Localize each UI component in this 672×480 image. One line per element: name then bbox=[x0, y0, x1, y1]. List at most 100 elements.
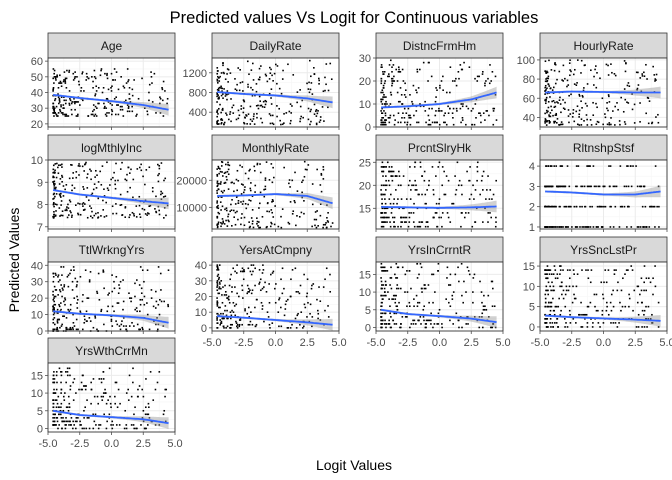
scatter-point bbox=[222, 62, 224, 64]
scatter-point bbox=[427, 61, 430, 64]
scatter-point bbox=[318, 83, 320, 85]
scatter-point bbox=[288, 182, 290, 185]
scatter-point bbox=[59, 178, 62, 180]
scatter-point bbox=[70, 424, 72, 426]
y-tick-label: 30 bbox=[31, 277, 43, 289]
scatter-point bbox=[269, 122, 272, 125]
scatter-point bbox=[547, 326, 549, 328]
scatter-point bbox=[544, 99, 547, 101]
scatter-point bbox=[568, 285, 571, 288]
scatter-point bbox=[167, 305, 170, 308]
scatter-point bbox=[380, 77, 383, 80]
scatter-point bbox=[585, 269, 587, 271]
scatter-point bbox=[72, 381, 74, 384]
scatter-point bbox=[91, 210, 93, 213]
scatter-point bbox=[105, 427, 108, 430]
scatter-point bbox=[604, 116, 607, 119]
scatter-point bbox=[389, 225, 392, 228]
scatter-point bbox=[59, 409, 62, 412]
scatter-point bbox=[100, 381, 103, 384]
scatter-points bbox=[216, 160, 334, 229]
scatter-point bbox=[544, 322, 546, 324]
scatter-point bbox=[411, 103, 414, 105]
scatter-point bbox=[60, 192, 62, 195]
scatter-point bbox=[451, 298, 454, 300]
scatter-point bbox=[220, 118, 223, 120]
scatter-point bbox=[384, 319, 386, 322]
scatter-point bbox=[141, 207, 144, 210]
scatter-point bbox=[586, 118, 588, 121]
scatter-point bbox=[61, 295, 63, 298]
scatter-point bbox=[226, 297, 228, 299]
scatter-point bbox=[563, 205, 566, 208]
scatter-point bbox=[311, 225, 313, 228]
scatter-point bbox=[64, 297, 66, 299]
scatter-point bbox=[219, 283, 221, 285]
scatter-point bbox=[88, 317, 91, 319]
scatter-point bbox=[403, 94, 406, 96]
scatter-point bbox=[441, 225, 443, 228]
scatter-point bbox=[102, 395, 105, 398]
scatter-point bbox=[247, 203, 249, 206]
scatter-point bbox=[548, 119, 550, 122]
y-tick-label: 10 bbox=[31, 310, 43, 322]
scatter-point bbox=[72, 172, 75, 174]
scatter-point bbox=[258, 78, 261, 81]
scatter-point bbox=[54, 97, 57, 100]
scatter-point bbox=[564, 205, 567, 208]
scatter-point bbox=[216, 110, 218, 113]
scatter-point bbox=[597, 121, 600, 124]
scatter-point bbox=[250, 86, 252, 89]
scatter-point bbox=[52, 308, 55, 311]
scatter-point bbox=[97, 217, 99, 219]
scatter-point bbox=[139, 303, 142, 306]
scatter-point bbox=[110, 424, 112, 426]
scatter-point bbox=[604, 269, 607, 271]
scatter-point bbox=[564, 326, 566, 328]
scatter-point bbox=[614, 185, 616, 188]
scatter-point bbox=[569, 69, 571, 71]
scatter-point bbox=[163, 217, 165, 219]
scatter-point bbox=[606, 123, 609, 126]
scatter-point bbox=[545, 226, 547, 228]
scatter-point bbox=[238, 319, 241, 321]
scatter-point bbox=[551, 185, 554, 188]
facet-strip bbox=[47, 337, 176, 364]
scatter-point bbox=[102, 271, 105, 273]
scatter-point bbox=[321, 106, 324, 108]
scatter-point bbox=[490, 216, 492, 219]
scatter-point bbox=[77, 417, 79, 419]
scatter-point bbox=[67, 409, 70, 412]
scatter-point bbox=[307, 164, 310, 166]
scatter-point bbox=[480, 291, 483, 293]
scatter-point bbox=[236, 327, 239, 329]
y-tick-label: 30 bbox=[31, 103, 43, 115]
scatter-point bbox=[220, 280, 223, 282]
scatter-point bbox=[608, 185, 611, 188]
scatter-point bbox=[111, 305, 114, 308]
scatter-point bbox=[141, 77, 143, 80]
scatter-point bbox=[630, 226, 633, 228]
scatter-point bbox=[236, 189, 238, 192]
scatter-point bbox=[53, 303, 56, 306]
scatter-point bbox=[589, 301, 592, 304]
scatter-point bbox=[586, 185, 589, 188]
scatter-point bbox=[54, 188, 57, 190]
scatter-point bbox=[107, 305, 109, 308]
scatter-point bbox=[633, 103, 636, 106]
scatter-point bbox=[422, 61, 425, 64]
scatter-point bbox=[71, 280, 74, 283]
scatter-point bbox=[218, 292, 221, 295]
scatter-point bbox=[271, 322, 274, 324]
scatter-point bbox=[408, 117, 411, 119]
scatter-point bbox=[229, 311, 232, 313]
scatter-point bbox=[94, 176, 96, 178]
scatter-point bbox=[65, 417, 67, 419]
scatter-point bbox=[219, 170, 222, 173]
scatter-point bbox=[52, 275, 55, 278]
scatter-point bbox=[487, 212, 490, 214]
scatter-point bbox=[553, 205, 555, 208]
scatter-point bbox=[61, 210, 64, 212]
scatter-point bbox=[220, 225, 222, 228]
scatter-point bbox=[428, 179, 430, 182]
